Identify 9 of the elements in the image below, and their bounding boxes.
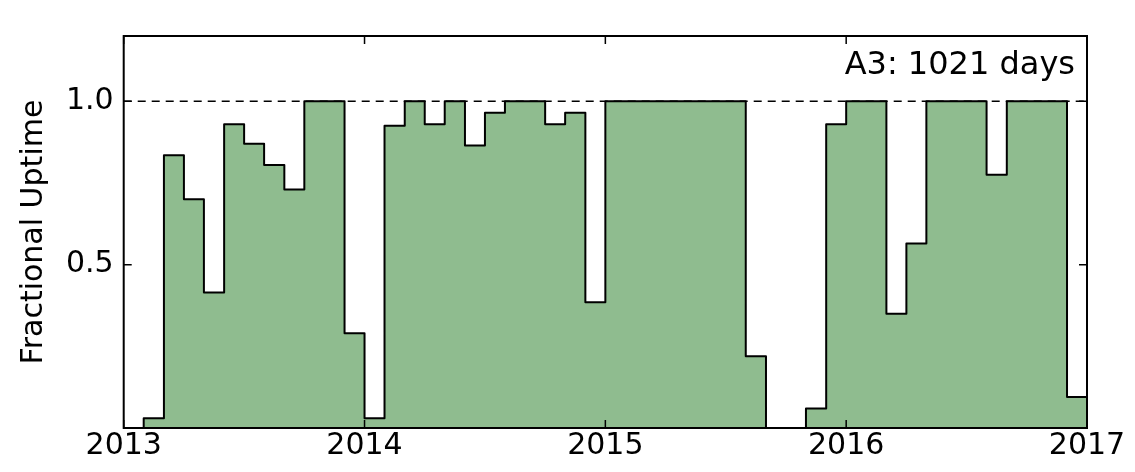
y-tick-label: 0.5 [65,244,114,280]
x-tick-label: 2015 [567,425,644,461]
x-tick-label: 2013 [85,425,162,461]
y-tick-label: 1.0 [65,81,114,117]
annotation: A3: 1021 days [844,44,1075,83]
x-tick-label: 2014 [326,425,403,461]
x-tick-label: 2016 [808,425,885,461]
x-tick-label: 2017 [1048,425,1126,461]
y-axis-title: Fractional Uptime [13,99,49,365]
